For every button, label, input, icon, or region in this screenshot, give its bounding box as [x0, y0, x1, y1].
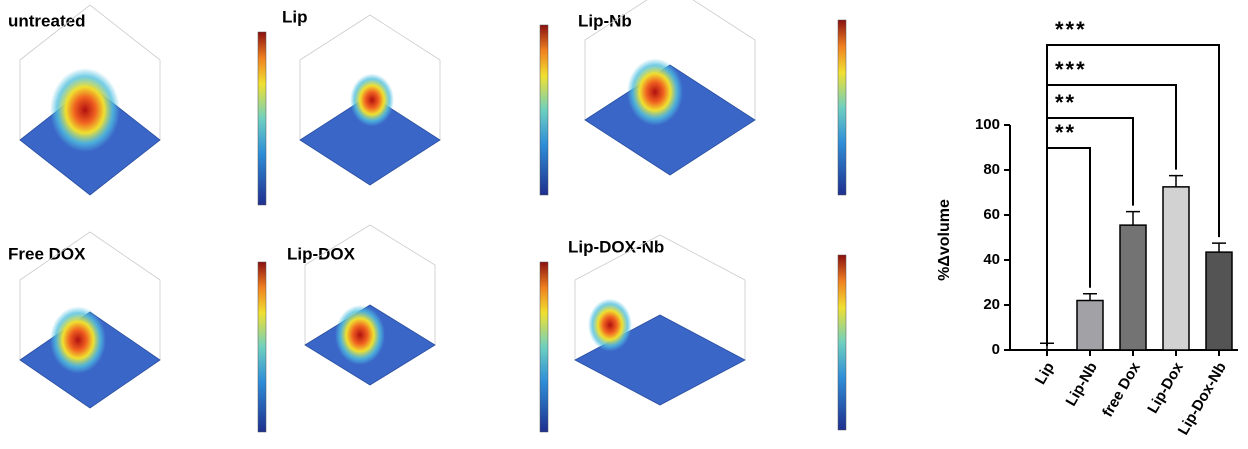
- bar: [1120, 225, 1146, 350]
- surface-peak: [627, 58, 683, 125]
- surface-peak: [588, 299, 632, 352]
- y-tick-label: 20: [983, 296, 1000, 313]
- y-tick-label: 80: [983, 161, 1000, 178]
- significance-label: **: [1055, 120, 1076, 145]
- surface-peak: [350, 74, 394, 127]
- colorbar: [258, 32, 266, 205]
- panel-title: Lip-Nb: [578, 11, 632, 30]
- significance-label: ***: [1055, 17, 1087, 42]
- surface-peak: [50, 68, 120, 152]
- x-tick-label: Lip: [1032, 359, 1058, 387]
- panel-title: Free DOX: [8, 244, 86, 263]
- y-tick-label: 40: [983, 251, 1000, 268]
- surface-peak: [335, 305, 385, 365]
- y-axis-label: %Δvolume: [936, 199, 953, 281]
- panel-title: untreated: [8, 11, 85, 30]
- panel-title: Lip-DOX: [287, 244, 356, 263]
- colorbar: [258, 262, 266, 432]
- y-tick-label: 100: [975, 116, 1000, 133]
- bar: [1077, 301, 1103, 351]
- x-tick-label: free Dox: [1099, 359, 1144, 420]
- surface-peak: [50, 306, 106, 373]
- colorbar: [838, 255, 846, 430]
- significance-label: **: [1055, 90, 1076, 115]
- y-tick-label: 60: [983, 206, 1000, 223]
- colorbar: [838, 20, 846, 195]
- x-tick-label: Lip-Nb: [1062, 359, 1100, 409]
- significance-label: ***: [1055, 57, 1087, 82]
- panel-title: Lip: [282, 7, 308, 26]
- y-tick-label: 0: [992, 341, 1000, 358]
- colorbar: [540, 25, 548, 195]
- x-tick-label: Lip-Dox: [1144, 359, 1187, 416]
- bar: [1163, 187, 1189, 350]
- figure: untreated Lip Lip-Nb Free DOX Lip-DOX Li…: [0, 0, 1248, 444]
- colorbar: [540, 262, 548, 432]
- bar: [1206, 252, 1232, 350]
